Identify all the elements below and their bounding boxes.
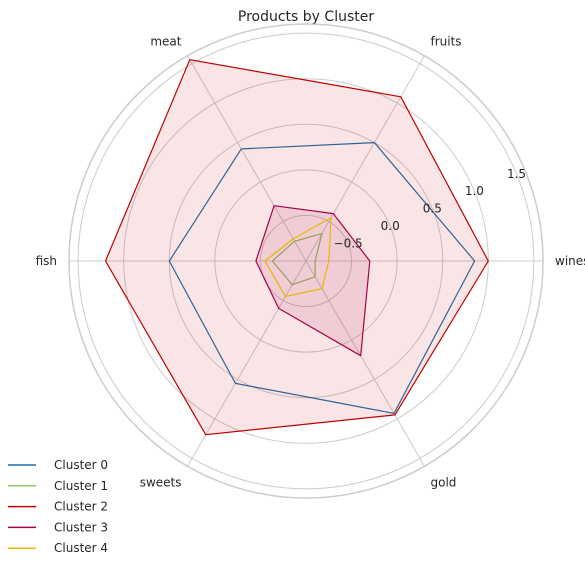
category-label-fruits: fruits: [431, 34, 462, 48]
spoke-fruits: [305, 55, 425, 262]
category-label-gold: gold: [431, 476, 457, 490]
category-label-wines: wines: [555, 254, 585, 268]
legend-label-4: Cluster 4: [54, 541, 108, 555]
series-fill-3: [255, 205, 370, 356]
r-tick-label: 0.0: [381, 219, 400, 233]
spoke-meat: [187, 55, 307, 262]
legend-label-2: Cluster 2: [54, 500, 108, 514]
r-tick-label: 0.5: [423, 202, 442, 216]
legend: Cluster 0 Cluster 1 Cluster 2 Cluster 3 Clus…: [8, 458, 108, 555]
series-fill-2: [105, 59, 489, 435]
radar-series: [104, 59, 489, 436]
category-label-meat: meat: [150, 34, 181, 48]
series-line-0: [168, 142, 476, 414]
legend-label-1: Cluster 1: [54, 479, 108, 493]
radial-ticks: −0.5 0.0 0.5 1.0 1.5: [334, 167, 527, 251]
legend-label-0: Cluster 0: [54, 458, 108, 472]
series-line-1: [271, 232, 323, 286]
r-tick-label: 1.5: [507, 167, 526, 181]
series-line-3: [255, 205, 371, 357]
series-line-4: [264, 217, 332, 298]
chart-title: Products by Cluster: [238, 9, 374, 25]
r-tick-label: −0.5: [334, 237, 363, 251]
legend-label-3: Cluster 3: [54, 520, 108, 534]
spoke-sweets: [187, 260, 307, 467]
r-tick-label: 1.0: [465, 184, 484, 198]
spoke-gold: [305, 260, 425, 467]
category-label-fish: fish: [36, 254, 57, 268]
category-label-sweets: sweets: [140, 476, 182, 490]
series-line-2: [104, 59, 489, 436]
category-labels: wines fruits meat fish sweets gold: [36, 34, 585, 489]
